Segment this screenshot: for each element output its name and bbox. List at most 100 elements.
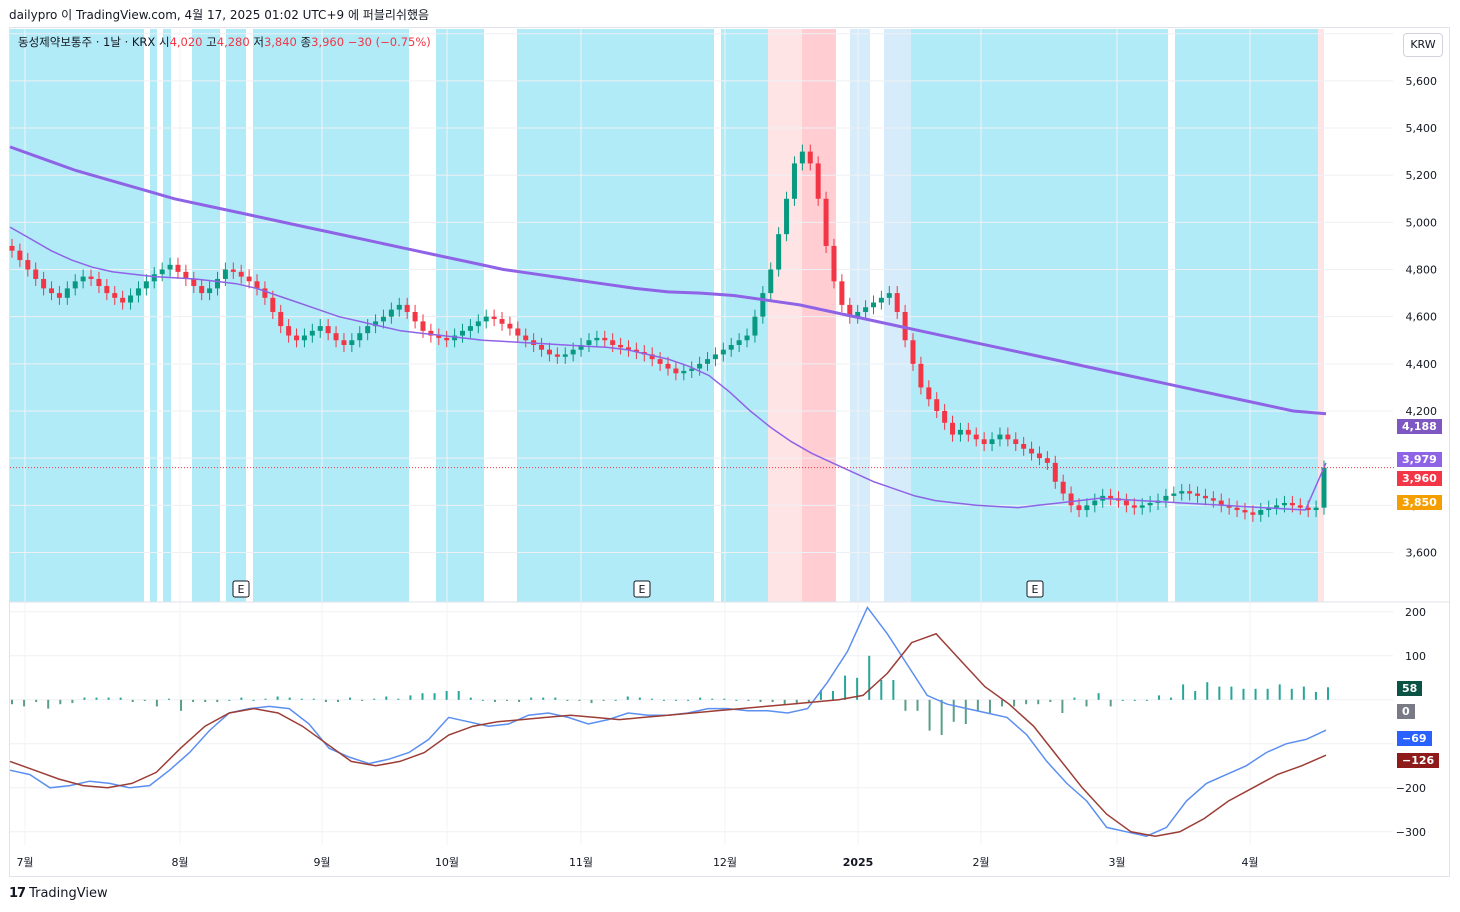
- candle-body-74: [594, 337, 600, 341]
- candle-body-51: [412, 311, 418, 322]
- candle-body-156: [1242, 510, 1248, 513]
- candle-body-126: [1005, 434, 1011, 440]
- candle-body-165: [1313, 507, 1319, 511]
- macd-label-1: 0: [1397, 704, 1415, 719]
- macd-hist-17: [216, 699, 219, 702]
- macd-hist-18: [228, 699, 231, 701]
- macd-hist-32: [397, 698, 400, 700]
- session-band-6: [436, 29, 484, 602]
- session-band-14: [1175, 29, 1318, 602]
- candle-body-77: [618, 344, 624, 348]
- candle-body-45: [365, 326, 371, 334]
- candle-body-105: [839, 281, 845, 305]
- session-band-7: [517, 29, 714, 602]
- macd-hist-83: [1013, 699, 1016, 707]
- macd-hist-88: [1073, 697, 1076, 700]
- session-band-15: [1318, 29, 1324, 602]
- candle-body-152: [1210, 498, 1216, 501]
- publish-info: dailypro 이 TradingView.com, 4월 17, 2025 …: [9, 8, 430, 22]
- candle-body-1: [17, 250, 23, 261]
- macd-hist-24: [300, 698, 303, 700]
- candle-body-63: [507, 323, 513, 329]
- macd-hist-23: [288, 697, 291, 700]
- candle-body-142: [1131, 505, 1137, 508]
- candle-body-91: [728, 344, 734, 350]
- candle-body-106: [847, 304, 853, 317]
- legend-open-label: 시: [158, 35, 170, 49]
- macd-hist-43: [530, 697, 533, 700]
- candle-body-76: [610, 340, 616, 345]
- candle-body-103: [823, 198, 829, 246]
- candle-body-6: [56, 293, 62, 298]
- macd-hist-97: [1182, 684, 1185, 700]
- x-tick-7: 2월: [972, 856, 989, 869]
- session-band-1: [150, 29, 157, 602]
- candle-body-61: [491, 316, 497, 320]
- macd-hist-96: [1170, 697, 1173, 700]
- macd-hist-87: [1061, 699, 1064, 713]
- session-band-8: [721, 29, 768, 602]
- macd-hist-100: [1218, 686, 1221, 700]
- candle-body-121: [965, 429, 971, 435]
- x-tick-2: 9월: [313, 856, 330, 869]
- x-tick-8: 3월: [1108, 856, 1125, 869]
- macd-hist-72: [880, 680, 883, 700]
- macd-hist-70: [856, 677, 859, 700]
- candle-body-17: [143, 281, 149, 289]
- symbol-legend: 동성제약보통주 · 1날 · KRX 시4,020 고4,280 저3,840 …: [18, 34, 431, 50]
- candle-body-64: [515, 328, 521, 336]
- candle-body-38: [309, 330, 315, 336]
- candle-body-59: [475, 321, 481, 327]
- macd-hist-45: [554, 697, 557, 700]
- macd-hist-107: [1302, 686, 1305, 700]
- candle-body-13: [112, 293, 118, 298]
- candle-body-123: [981, 439, 987, 445]
- macd-hist-41: [506, 699, 509, 701]
- candle-body-34: [278, 311, 284, 327]
- candle-body-148: [1179, 491, 1185, 494]
- macd-hist-102: [1242, 688, 1245, 700]
- session-band-9: [768, 29, 802, 602]
- currency-button[interactable]: KRW: [1403, 33, 1443, 57]
- macd-hist-77: [940, 699, 943, 735]
- macd-hist-80: [976, 699, 979, 711]
- candle-body-8: [72, 281, 78, 289]
- macd-hist-40: [493, 699, 496, 702]
- earnings-marker-text-0: E: [238, 583, 245, 596]
- candle-body-27: [222, 269, 228, 279]
- earnings-marker-text-2: E: [1032, 583, 1039, 596]
- macd-hist-75: [916, 699, 919, 711]
- candle-body-71: [570, 349, 576, 355]
- legend-close-label: 종: [300, 35, 312, 49]
- candle-body-129: [1029, 448, 1035, 454]
- candle-body-46: [373, 321, 379, 327]
- candle-body-131: [1044, 458, 1050, 463]
- earnings-marker-0: [232, 580, 250, 598]
- candle-body-35: [286, 326, 292, 336]
- macd-hist-11: [143, 699, 146, 701]
- macd-hist-84: [1025, 699, 1028, 705]
- candle-body-82: [657, 359, 663, 364]
- signal-line: [9, 632, 1327, 837]
- earnings-marker-1: [633, 580, 651, 598]
- macd-hist-50: [614, 699, 617, 701]
- candle-body-149: [1187, 491, 1193, 494]
- candle-body-0: [9, 245, 15, 251]
- macd-hist-15: [192, 699, 195, 702]
- macd-hist-105: [1278, 684, 1281, 700]
- candle-body-33: [270, 297, 276, 312]
- macd-hist-3: [47, 699, 50, 709]
- macd-hist-29: [361, 699, 364, 701]
- candle-body-98: [784, 198, 790, 235]
- candle-body-141: [1123, 500, 1129, 506]
- candle-body-31: [254, 281, 260, 289]
- price-tick-10: 5,600: [1406, 75, 1438, 88]
- macd-hist-64: [783, 699, 786, 705]
- candle-body-147: [1171, 493, 1177, 496]
- macd-hist-20: [252, 699, 255, 701]
- candle-body-72: [578, 344, 584, 350]
- macd-hist-53: [650, 698, 653, 700]
- earnings-marker-text-1: E: [639, 583, 646, 596]
- macd-hist-76: [928, 699, 931, 731]
